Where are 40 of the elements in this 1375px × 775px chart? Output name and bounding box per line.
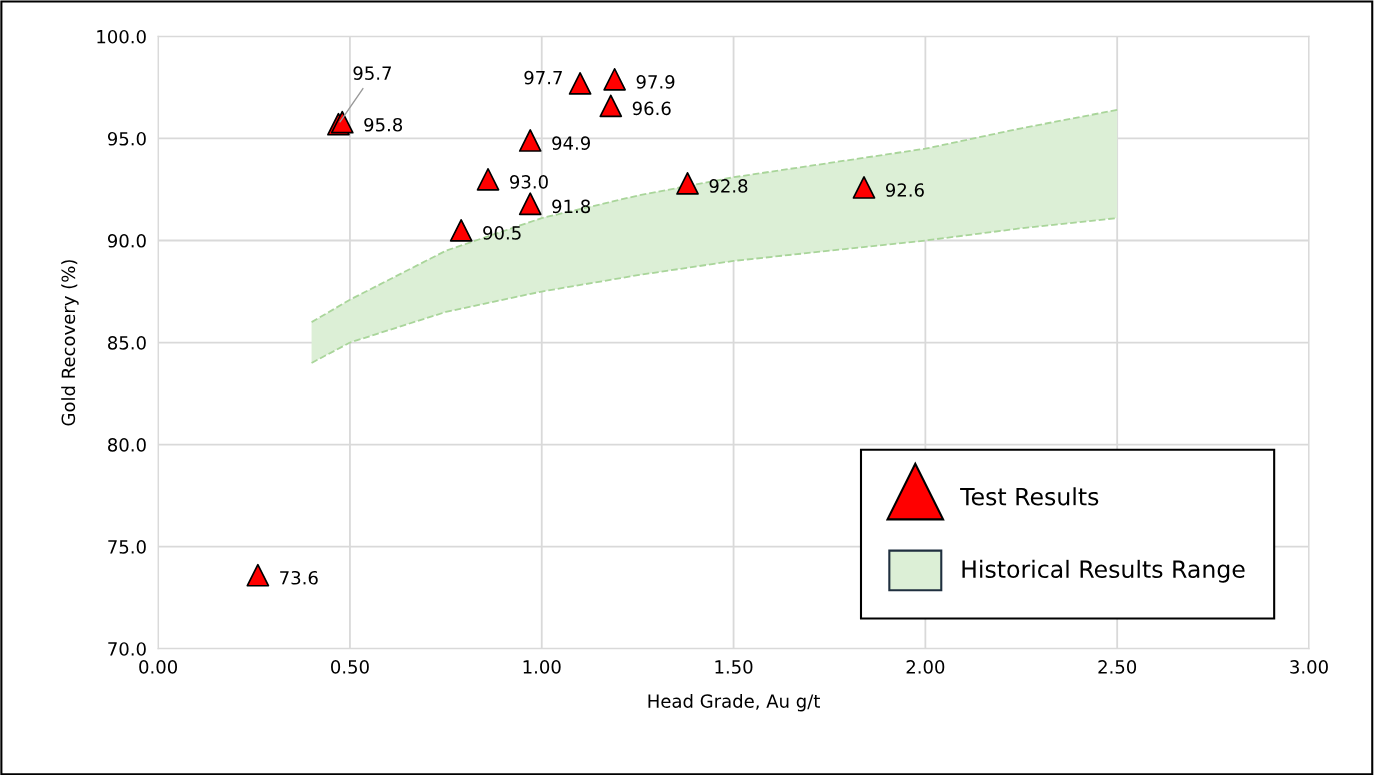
data-label: 93.0 bbox=[510, 175, 548, 189]
data-label: 96.6 bbox=[632, 101, 671, 116]
legend-label: Test Results bbox=[960, 487, 1099, 506]
point bbox=[852, 176, 876, 199]
x-tick-label: 3.00 bbox=[1290, 660, 1328, 674]
data-label: 97.7 bbox=[524, 70, 562, 85]
data-label: 92.6 bbox=[885, 183, 924, 197]
point bbox=[476, 167, 500, 191]
y-tick-label: 70.0 bbox=[108, 642, 146, 656]
y-tick-label: 95.0 bbox=[107, 131, 146, 146]
x-tick-label: 2.00 bbox=[906, 660, 945, 674]
point bbox=[568, 71, 592, 95]
x-tick-label: 1.50 bbox=[715, 660, 753, 674]
point bbox=[518, 192, 542, 216]
data-label: 95.8 bbox=[364, 117, 403, 132]
x-axis-title: Head Grade, Au g/t bbox=[648, 693, 820, 712]
point bbox=[603, 67, 627, 91]
y-tick-label: 80.0 bbox=[108, 438, 146, 452]
x-tick-label: 0.00 bbox=[139, 660, 178, 674]
data-label: 92.8 bbox=[709, 179, 748, 193]
data-label: 97.9 bbox=[636, 75, 675, 89]
y-tick-label: 75.0 bbox=[108, 540, 146, 554]
data-label: 73.6 bbox=[280, 570, 318, 585]
y-tick-label: 100.0 bbox=[97, 29, 146, 44]
point bbox=[599, 94, 623, 118]
x-tick-label: 0.50 bbox=[331, 660, 369, 674]
data-label: 95.7 bbox=[353, 66, 391, 80]
point bbox=[676, 171, 699, 195]
point bbox=[246, 563, 270, 587]
x-tick-label: 1.00 bbox=[523, 660, 561, 674]
x-tick-label: 2.50 bbox=[1098, 660, 1137, 674]
data-label: 90.5 bbox=[483, 226, 521, 240]
y-tick-label: 85.0 bbox=[108, 336, 146, 350]
point bbox=[449, 218, 473, 242]
data-label: 91.8 bbox=[552, 199, 591, 214]
data-label: 94.9 bbox=[552, 136, 591, 150]
legend-label: Historical Results Range bbox=[962, 559, 1245, 583]
y-axis-title: Gold Recovery (%) bbox=[61, 260, 79, 426]
y-tick-label: 90.0 bbox=[107, 233, 146, 248]
point bbox=[518, 129, 542, 152]
